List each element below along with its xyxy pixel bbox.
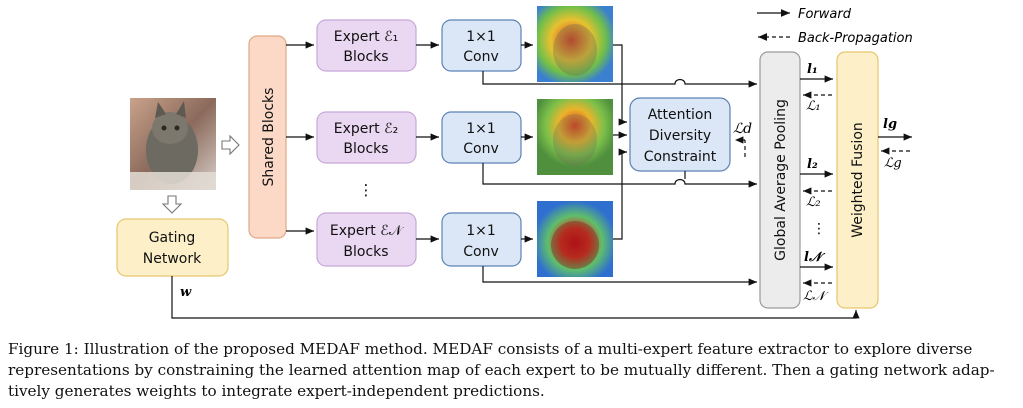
legend-backprop: Back-Propagation [798,31,913,46]
hollow-arrow-down [161,195,183,214]
expert-1-line1: Expert ℰ₁ [334,29,398,45]
gating-line2: Network [143,251,202,267]
expert-2: Expert ℰ₂ Blocks [316,111,417,164]
attention-map-N [537,201,613,277]
attention-line3: Constraint [644,149,717,165]
medaf-diagram: Forward Back-Propagation Shared Blocks E… [116,6,913,319]
caption-line-1: Figure 1: Illustration of the proposed M… [8,340,973,358]
loss-top-N: l𝒩 [804,250,826,265]
conv-N: 1×1 Conv [441,212,522,267]
arrow-conv1-to-gap [482,71,757,88]
conv-N-line1: 1×1 [466,223,496,239]
attention-map-2 [537,99,613,175]
loss-top-2: l₂ [807,157,818,172]
caption-line-2: representations by constraining the lear… [8,361,995,379]
attention-map-1 [537,6,613,82]
attention-line1: Attention [648,107,713,123]
loss-bottom-N: ℒ𝒩 [803,289,829,304]
figure-caption: Figure 1: Illustration of the proposed M… [8,339,1015,402]
attention-loss-label: ℒd [733,121,752,137]
gap-box [759,51,801,309]
conv-1-line2: Conv [463,49,499,65]
expert-2-line2: Blocks [343,141,388,157]
conv-2-line2: Conv [463,141,499,157]
expert-ellipsis: ⋮ [359,181,374,199]
hollow-arrow-right [221,134,240,156]
shared-blocks-label: Shared Blocks [261,88,277,187]
attention-diversity-constraint: Attention Diversity Constraint [629,97,731,172]
arrow-gating-to-fusion [171,276,860,319]
gap-label: Global Average Pooling [773,99,789,261]
loss-bottom-1: ℒ₁ [806,99,821,114]
loss-bottom-2: ℒ₂ [806,195,821,210]
loss-ellipsis: ⋮ [812,221,826,237]
output-bottom: ℒg [884,156,902,171]
expert-2-line1: Expert ℰ₂ [334,121,398,137]
arrow-mapN-to-attention [613,148,627,240]
legend-forward: Forward [798,7,852,22]
conv-2: 1×1 Conv [441,111,522,164]
output-top: lg [883,117,897,132]
conv-1: 1×1 Conv [441,19,522,72]
gating-weight-label: w [180,285,192,300]
fusion-box [836,51,879,309]
attention-line2: Diversity [649,128,711,144]
conv-N-line2: Conv [463,244,499,260]
input-cat-image [130,98,216,190]
fusion-label: Weighted Fusion [850,122,866,238]
expert-N: Expert ℰ𝒩 Blocks [316,212,417,267]
arrow-convN-to-gap [482,266,757,286]
gating-line1: Gating [149,230,196,246]
gating-network-box [116,218,229,277]
caption-line-3: tively generates weights to integrate ex… [8,382,545,400]
expert-1: Expert ℰ₁ Blocks [316,19,417,72]
arrow-conv2-to-gap [482,163,757,188]
expert-1-line2: Blocks [343,49,388,65]
loss-top-1: l₁ [807,62,818,77]
attention-box [629,97,731,172]
conv-2-line1: 1×1 [466,121,496,137]
expert-N-line1: Expert ℰ𝒩 [330,223,405,239]
conv-1-line1: 1×1 [466,29,496,45]
expert-N-line2: Blocks [343,244,388,260]
